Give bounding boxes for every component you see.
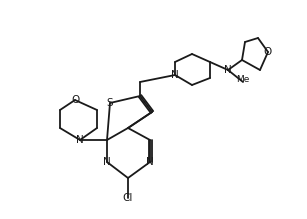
Text: N: N	[146, 157, 154, 167]
Text: N: N	[224, 65, 232, 75]
Text: O: O	[71, 95, 79, 105]
Text: N: N	[76, 135, 84, 145]
Text: S: S	[107, 98, 113, 108]
Text: O: O	[264, 47, 272, 57]
Text: N: N	[171, 70, 179, 80]
Text: Cl: Cl	[123, 193, 133, 203]
Text: N: N	[103, 157, 111, 167]
Text: Me: Me	[236, 74, 250, 83]
